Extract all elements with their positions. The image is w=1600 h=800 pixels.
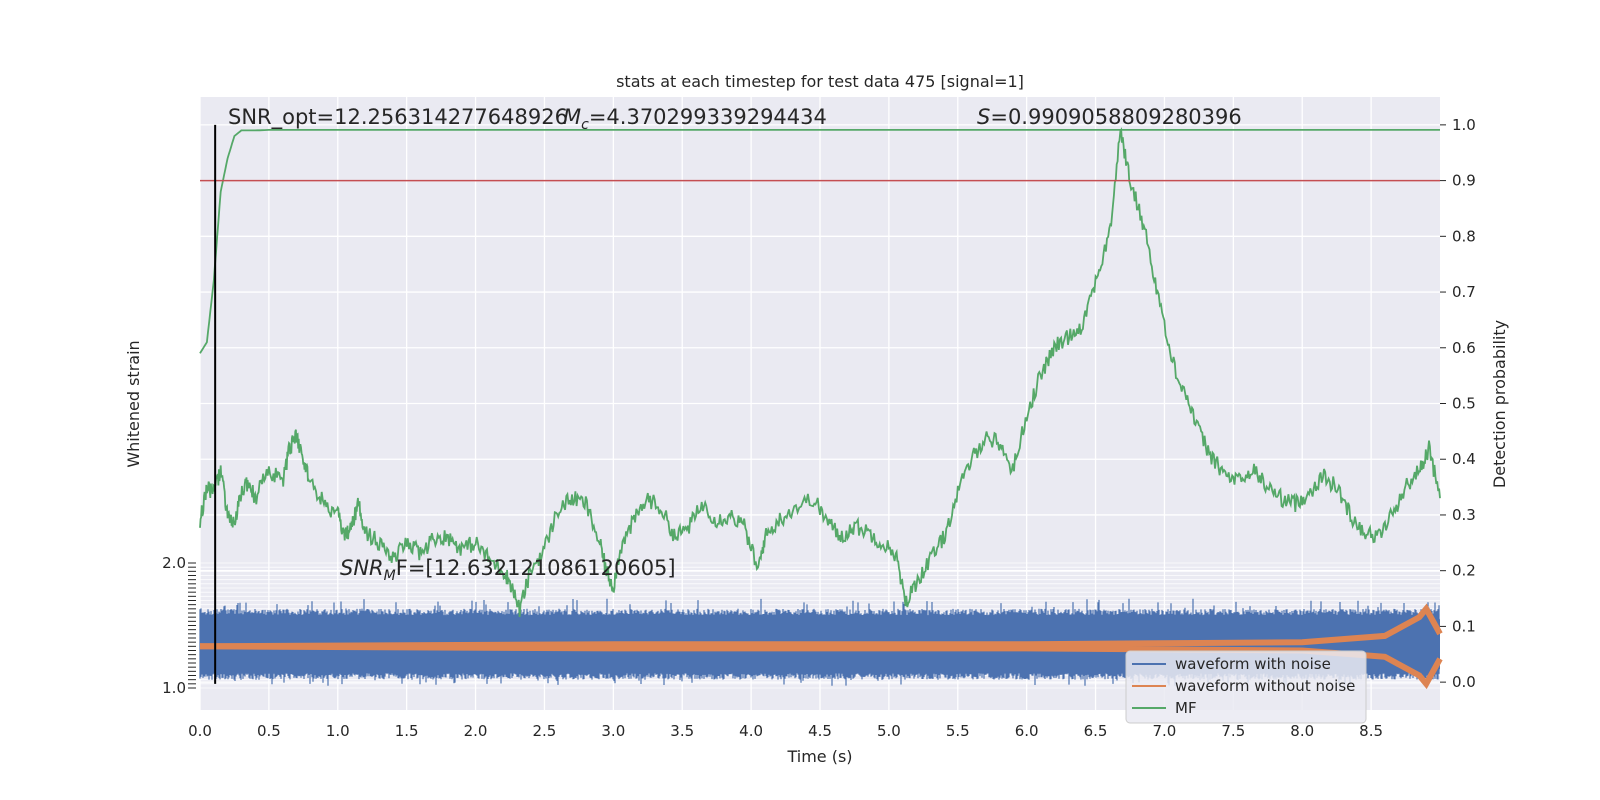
mc-symbol: M [563,105,581,129]
x-tick-label: 6.5 [1084,722,1108,740]
s-annotation: S=0.9909058809280396 [977,105,1242,129]
legend-label-clean: waveform without noise [1175,677,1355,695]
snr-opt-annotation: SNR_opt=12.256314277648926 [228,105,568,130]
right-tick-label: 0.8 [1452,227,1476,245]
mc-annotation: Mc=4.370299339294434 [563,105,827,133]
snr-mf-annotation: SNRMF=[12.632121086120605] [340,556,676,584]
x-tick-label: 8.0 [1290,722,1314,740]
x-tick-label: 7.5 [1221,722,1245,740]
plot-area [199,97,1443,710]
x-axis-ticks: 0.0 0.5 1.0 1.5 2.0 2.5 3.0 3.5 4.0 4.5 5.0 5.5 6.0 6… [188,722,1383,740]
x-tick-label: 3.5 [670,722,694,740]
right-tick-label: 0.0 [1452,673,1476,691]
x-tick-label: 1.5 [395,722,419,740]
left-tick-label-top: 2.0 [162,554,186,572]
x-tick-label: 2.0 [464,722,488,740]
legend-box [1125,650,1367,724]
x-tick-label: 0.5 [257,722,281,740]
right-y-axis-ticks: 0.0 0.1 0.2 0.3 0.4 0.5 0.6 0.7 0.8 0.9 1.0 [1440,116,1476,691]
left-y-axis-ticks: 2.0 1.0 [162,554,196,697]
right-tick-label: 0.7 [1452,283,1476,301]
x-tick-label: 6.0 [1015,722,1039,740]
legend-label-noise: waveform with noise [1175,655,1331,673]
chart-title: stats at each timestep for test data 475… [616,72,1024,91]
x-tick-label: 4.0 [739,722,763,740]
left-tick-label-bottom: 1.0 [162,679,186,697]
x-tick-label: 2.5 [533,722,557,740]
snr-mf-symbol: SNR [340,556,384,580]
series-lines [199,127,1443,690]
snr-mf-value: F=[12.632121086120605] [396,556,676,580]
right-tick-label: 0.6 [1452,339,1476,357]
right-tick-label: 0.3 [1452,506,1476,524]
mc-subscript: c [581,117,589,133]
series-mf [199,127,1441,618]
right-tick-label: 0.9 [1452,172,1476,190]
legend-label-mf: MF [1175,699,1197,717]
left-y-axis-label: Whitened strain [124,340,143,467]
right-tick-label: 0.5 [1452,395,1476,413]
x-tick-label: 5.5 [946,722,970,740]
series-waveform-without-noise [199,603,1443,650]
x-tick-label: 7.0 [1153,722,1177,740]
s-symbol: S [977,105,990,129]
x-tick-label: 3.0 [601,722,625,740]
s-value: =0.9909058809280396 [990,105,1241,129]
right-tick-label: 0.4 [1452,450,1476,468]
x-tick-label: 4.5 [808,722,832,740]
x-tick-label: 5.0 [877,722,901,740]
right-tick-label: 0.2 [1452,562,1476,580]
right-tick-label: 0.1 [1452,617,1476,635]
x-tick-label: 0.0 [188,722,212,740]
x-tick-label: 1.0 [326,722,350,740]
series-waveform-without-noise-lower [199,643,1443,690]
right-y-axis-label: Detection probability [1490,320,1509,488]
series-probability [199,128,1440,354]
mc-value: =4.370299339294434 [589,105,827,129]
right-tick-label: 1.0 [1452,116,1476,134]
x-tick-label: 8.5 [1359,722,1383,740]
x-axis-label: Time (s) [786,747,852,766]
legend: waveform with noise waveform without noi… [1125,650,1367,724]
snr-mf-subscript: M [384,568,396,584]
